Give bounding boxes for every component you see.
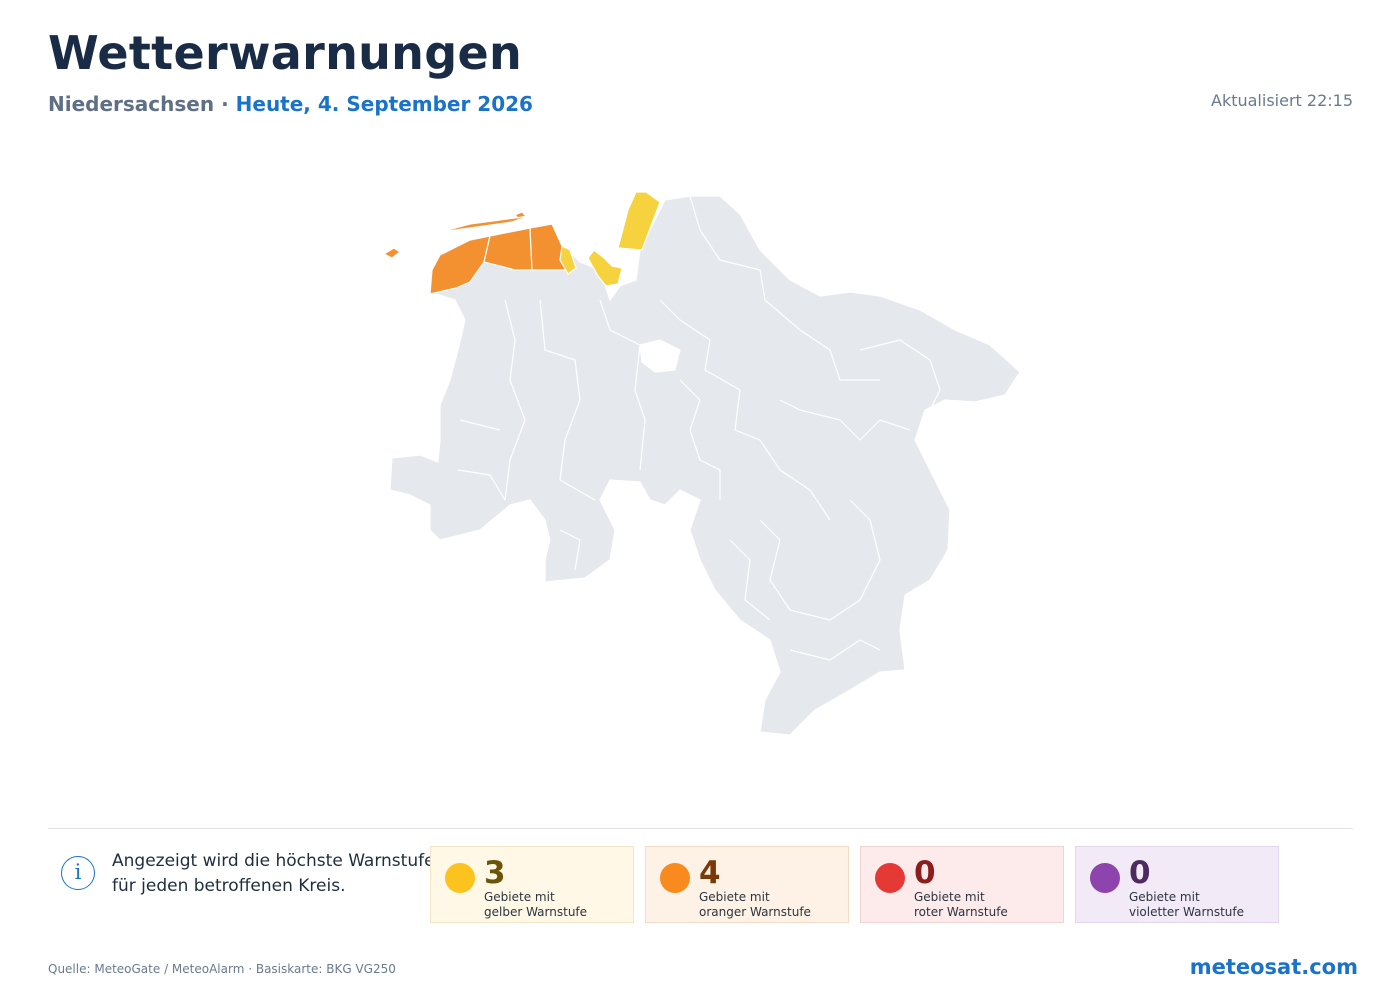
orange-count: 4 xyxy=(699,855,721,891)
map-region-orange-2[interactable] xyxy=(483,227,533,271)
legend-card-red: 0 Gebiete mit roter Warnstufe xyxy=(860,846,1064,923)
info-text-line-2: für jeden betroffenen Kreis. xyxy=(112,876,346,896)
yellow-label-line-2: gelber Warnstufe xyxy=(484,905,588,919)
divider xyxy=(48,828,1353,829)
map-district-lines xyxy=(457,195,941,661)
orange-label: Gebiete mit oranger Warnstufe xyxy=(699,890,811,920)
violet-count: 0 xyxy=(1129,855,1151,891)
yellow-dot-icon xyxy=(445,863,475,893)
red-dot-icon xyxy=(875,863,905,893)
map-region-orange-3[interactable] xyxy=(529,223,567,271)
date-label: Heute, 4. September 2026 xyxy=(235,92,533,116)
violet-label-line-1: Gebiete mit xyxy=(1129,890,1200,904)
yellow-label: Gebiete mit gelber Warnstufe xyxy=(484,890,587,920)
info-text: Angezeigt wird die höchste Warnstufe für… xyxy=(112,849,442,899)
orange-label-line-2: oranger Warnstufe xyxy=(699,905,811,919)
violet-label-line-2: violetter Warnstufe xyxy=(1129,905,1244,919)
source-note: Quelle: MeteoGate / MeteoAlarm · Basiska… xyxy=(48,962,396,976)
warning-map xyxy=(383,191,1021,736)
map-warning-regions xyxy=(383,191,661,295)
legend-card-yellow: 3 Gebiete mit gelber Warnstufe xyxy=(430,846,634,923)
region-name: Niedersachsen xyxy=(48,92,215,116)
legend-card-orange: 4 Gebiete mit oranger Warnstufe xyxy=(645,846,849,923)
brand-link[interactable]: meteosat.com xyxy=(1189,955,1358,979)
map-base-regions xyxy=(389,195,1021,736)
subtitle-separator: · xyxy=(214,92,236,116)
subtitle: Niedersachsen · Heute, 4. September 2026 xyxy=(48,92,533,116)
orange-dot-icon xyxy=(660,863,690,893)
red-label: Gebiete mit roter Warnstufe xyxy=(914,890,1008,920)
map-region-yellow-2[interactable] xyxy=(587,249,623,287)
info-icon: i xyxy=(61,856,95,890)
red-label-line-2: roter Warnstufe xyxy=(914,905,1008,919)
map-enclave[interactable] xyxy=(639,339,681,373)
red-count: 0 xyxy=(914,855,936,891)
map-region[interactable] xyxy=(389,195,1021,736)
map-region-orange-4[interactable] xyxy=(383,211,531,259)
orange-label-line-1: Gebiete mit xyxy=(699,890,770,904)
legend-card-violet: 0 Gebiete mit violetter Warnstufe xyxy=(1075,846,1279,923)
yellow-label-line-1: Gebiete mit xyxy=(484,890,555,904)
map-region-yellow-3[interactable] xyxy=(617,191,661,251)
violet-label: Gebiete mit violetter Warnstufe xyxy=(1129,890,1244,920)
yellow-count: 3 xyxy=(484,855,506,891)
red-label-line-1: Gebiete mit xyxy=(914,890,985,904)
update-time: Aktualisiert 22:15 xyxy=(1211,91,1353,110)
map-region-yellow-1[interactable] xyxy=(559,245,577,275)
page-title: Wetterwarnungen xyxy=(48,26,523,80)
violet-dot-icon xyxy=(1090,863,1120,893)
info-text-line-1: Angezeigt wird die höchste Warnstufe xyxy=(112,851,435,871)
